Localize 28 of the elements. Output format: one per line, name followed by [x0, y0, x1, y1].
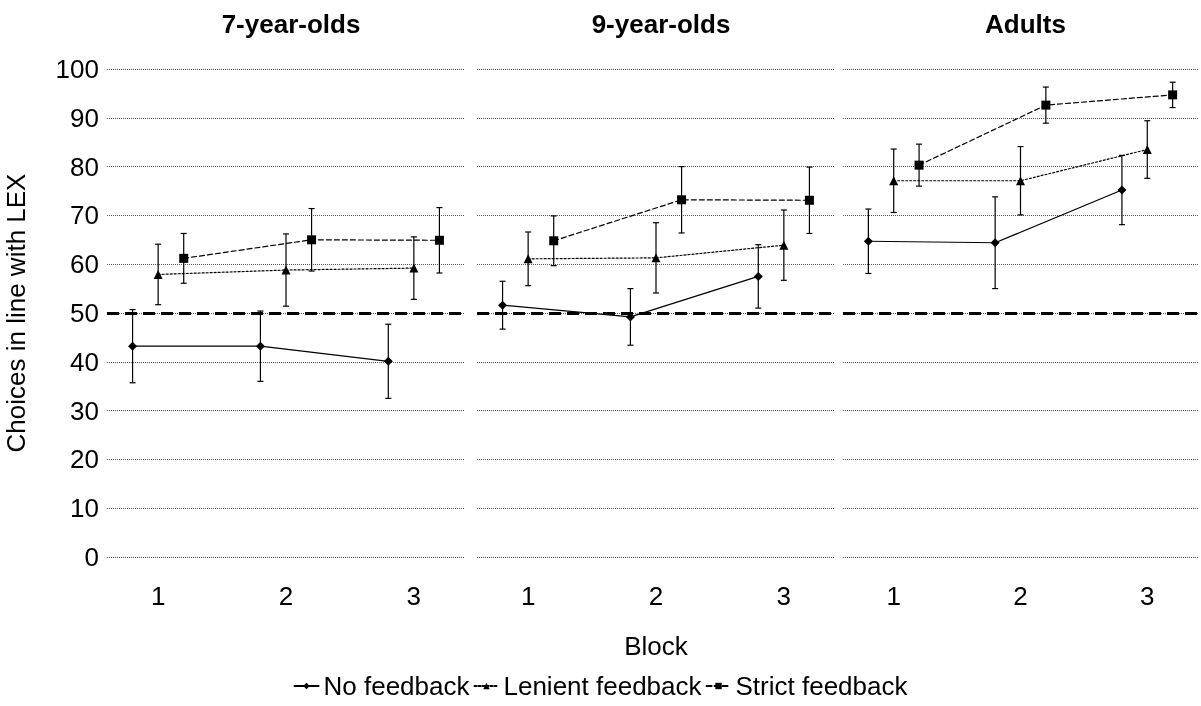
x-tick-label: 1	[886, 581, 901, 611]
x-tick-label: 2	[648, 581, 664, 611]
legend-label: Strict feedback	[735, 671, 909, 701]
y-tick-label: 50	[70, 298, 99, 328]
legend-label: Lenient feedback	[503, 671, 703, 701]
x-tick-label: 2	[278, 581, 294, 611]
x-tick-label: 1	[520, 581, 536, 611]
y-tick-label: 30	[70, 395, 99, 426]
y-tick-label: 40	[70, 346, 99, 377]
chart-title: 7-year-olds	[221, 9, 361, 39]
x-tick-label: 2	[1013, 581, 1028, 611]
y-tick-label: 0	[84, 542, 99, 572]
x-tick-label: 3	[776, 581, 792, 611]
chart-title: 9-year-olds	[591, 9, 731, 39]
y-tick-label: 100	[55, 54, 99, 84]
x-axis-title: Block	[624, 631, 689, 661]
y-tick-label: 60	[70, 249, 99, 280]
x-tick-label: 3	[406, 581, 422, 611]
x-tick-label: 3	[1140, 581, 1155, 611]
y-tick-label: 10	[70, 493, 99, 524]
chart-title: Adults	[985, 9, 1066, 39]
x-tick-label: 1	[150, 581, 166, 611]
y-tick-label: 80	[70, 151, 99, 182]
y-tick-label: 90	[70, 102, 99, 133]
legend-label: No feedback	[323, 671, 471, 701]
y-tick-label: 20	[70, 444, 99, 475]
y-tick-label: 70	[70, 200, 99, 231]
y-axis-title: Choices in line with LEX	[1, 173, 31, 453]
